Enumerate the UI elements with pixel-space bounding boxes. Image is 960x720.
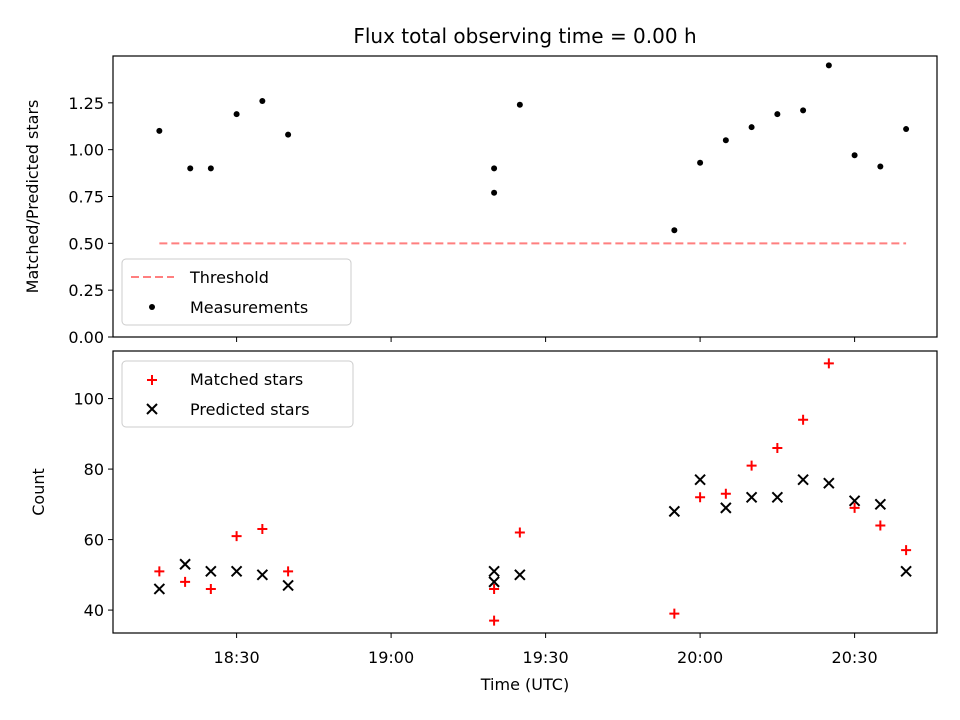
y-tick-label: 40 bbox=[84, 601, 104, 620]
bottom-panel: 40 60 80 100 18:30 19:00 19:30 20:00 20:30 Count M… bbox=[29, 350, 938, 667]
predicted-star-point bbox=[205, 565, 217, 578]
measurement-point bbox=[156, 127, 163, 134]
y-tick-label: 0.50 bbox=[68, 234, 104, 253]
y-axis-label: Count bbox=[29, 468, 48, 516]
measurement-point bbox=[187, 165, 194, 172]
predicted-star-point bbox=[488, 565, 500, 578]
measurement-point bbox=[800, 107, 807, 114]
matched-star-point bbox=[514, 527, 525, 538]
matched-star-point bbox=[489, 583, 500, 594]
legend-threshold-label: Threshold bbox=[189, 268, 269, 287]
predicted-star-point bbox=[694, 473, 706, 486]
predicted-star-point bbox=[848, 495, 861, 507]
matched-star-point bbox=[720, 488, 731, 499]
y-tick-label: 1.00 bbox=[68, 141, 104, 160]
predicted-star-point bbox=[720, 502, 732, 514]
y-tick-label: 0.25 bbox=[68, 281, 104, 300]
measurement-point bbox=[825, 62, 832, 69]
predicted-star-point bbox=[514, 569, 526, 581]
measurement-point bbox=[491, 165, 498, 172]
plot-frame bbox=[112, 55, 938, 338]
x-tick-label: 19:00 bbox=[368, 648, 414, 667]
legend-box bbox=[121, 360, 354, 428]
matched-star-point bbox=[695, 492, 706, 503]
measurement-point bbox=[851, 152, 858, 159]
chart-title: Flux total observing time = 0.00 h bbox=[353, 24, 696, 48]
measurement-point bbox=[877, 163, 884, 170]
predicted-star-point bbox=[900, 565, 912, 578]
matched-star-point bbox=[772, 442, 783, 453]
predicted-star-point bbox=[282, 579, 294, 592]
predicted-star-point bbox=[823, 477, 835, 489]
y-tick-label: 0.00 bbox=[68, 328, 104, 347]
predicted-star-point bbox=[745, 491, 758, 503]
matched-star-point bbox=[489, 615, 500, 626]
measurement-point bbox=[259, 97, 266, 104]
measurement-point bbox=[774, 111, 781, 118]
matched-star-point bbox=[257, 524, 268, 535]
measurement-point bbox=[671, 227, 678, 234]
top-panel: 0.00 0.25 0.50 0.75 1.00 1.25 Matched/Predicte… bbox=[23, 55, 938, 347]
legend-predicted-label: Predicted stars bbox=[190, 400, 310, 419]
predicted-star-point bbox=[153, 583, 166, 595]
matched-star-point bbox=[283, 566, 294, 577]
x-tick-label: 19:30 bbox=[523, 648, 569, 667]
y-tick-label: 80 bbox=[84, 460, 104, 479]
predicted-star-point bbox=[771, 491, 784, 503]
matched-star-point bbox=[901, 545, 912, 556]
measurement-point bbox=[697, 159, 704, 166]
legend-box bbox=[121, 258, 352, 326]
measurement-point bbox=[285, 131, 292, 138]
predicted-star-point bbox=[874, 498, 887, 511]
measurement-point bbox=[207, 165, 214, 172]
legend-matched-swatch bbox=[147, 375, 157, 385]
legend-matched-label: Matched stars bbox=[190, 370, 303, 389]
matched-star-point bbox=[154, 566, 165, 577]
matched-star-point bbox=[669, 608, 680, 619]
legend: Threshold Measurements bbox=[121, 258, 352, 326]
y-tick-label: 60 bbox=[84, 531, 104, 550]
predicted-star-point bbox=[230, 565, 243, 578]
y-tick-label: 100 bbox=[73, 390, 104, 409]
legend-predicted-swatch bbox=[146, 403, 158, 415]
matched-star-point bbox=[798, 414, 809, 425]
predicted-star-point bbox=[488, 576, 500, 588]
x-tick-label: 18:30 bbox=[214, 648, 260, 667]
matched-star-point bbox=[231, 531, 242, 542]
matched-star-point bbox=[849, 502, 860, 513]
predicted-star-point bbox=[179, 558, 191, 570]
matched-star-point bbox=[205, 583, 216, 594]
matched-star-point bbox=[823, 358, 834, 369]
predicted-star-point bbox=[256, 569, 269, 581]
x-tick-label: 20:00 bbox=[677, 648, 723, 667]
x-tick-label: 20:30 bbox=[832, 648, 878, 667]
matched-star-point bbox=[875, 520, 886, 531]
matched-star-point bbox=[180, 576, 191, 587]
x-axis-label: Time (UTC) bbox=[480, 675, 569, 694]
measurement-point bbox=[516, 101, 523, 108]
measurement-point bbox=[233, 111, 240, 118]
plot-frame bbox=[112, 350, 938, 634]
legend-measurements-label: Measurements bbox=[190, 298, 308, 317]
matched-star-point bbox=[746, 460, 757, 471]
measurement-point bbox=[722, 137, 729, 144]
y-tick-label: 1.25 bbox=[68, 94, 104, 113]
measurement-point bbox=[491, 189, 498, 196]
measurement-point bbox=[903, 126, 910, 133]
y-axis-label: Matched/Predicted stars bbox=[23, 100, 42, 294]
legend-measurements-swatch bbox=[149, 304, 155, 310]
predicted-star-point bbox=[797, 473, 809, 486]
legend: Matched stars Predicted stars bbox=[121, 360, 354, 428]
y-tick-label: 0.75 bbox=[68, 188, 104, 207]
measurement-point bbox=[748, 124, 755, 131]
predicted-star-point bbox=[668, 505, 681, 518]
